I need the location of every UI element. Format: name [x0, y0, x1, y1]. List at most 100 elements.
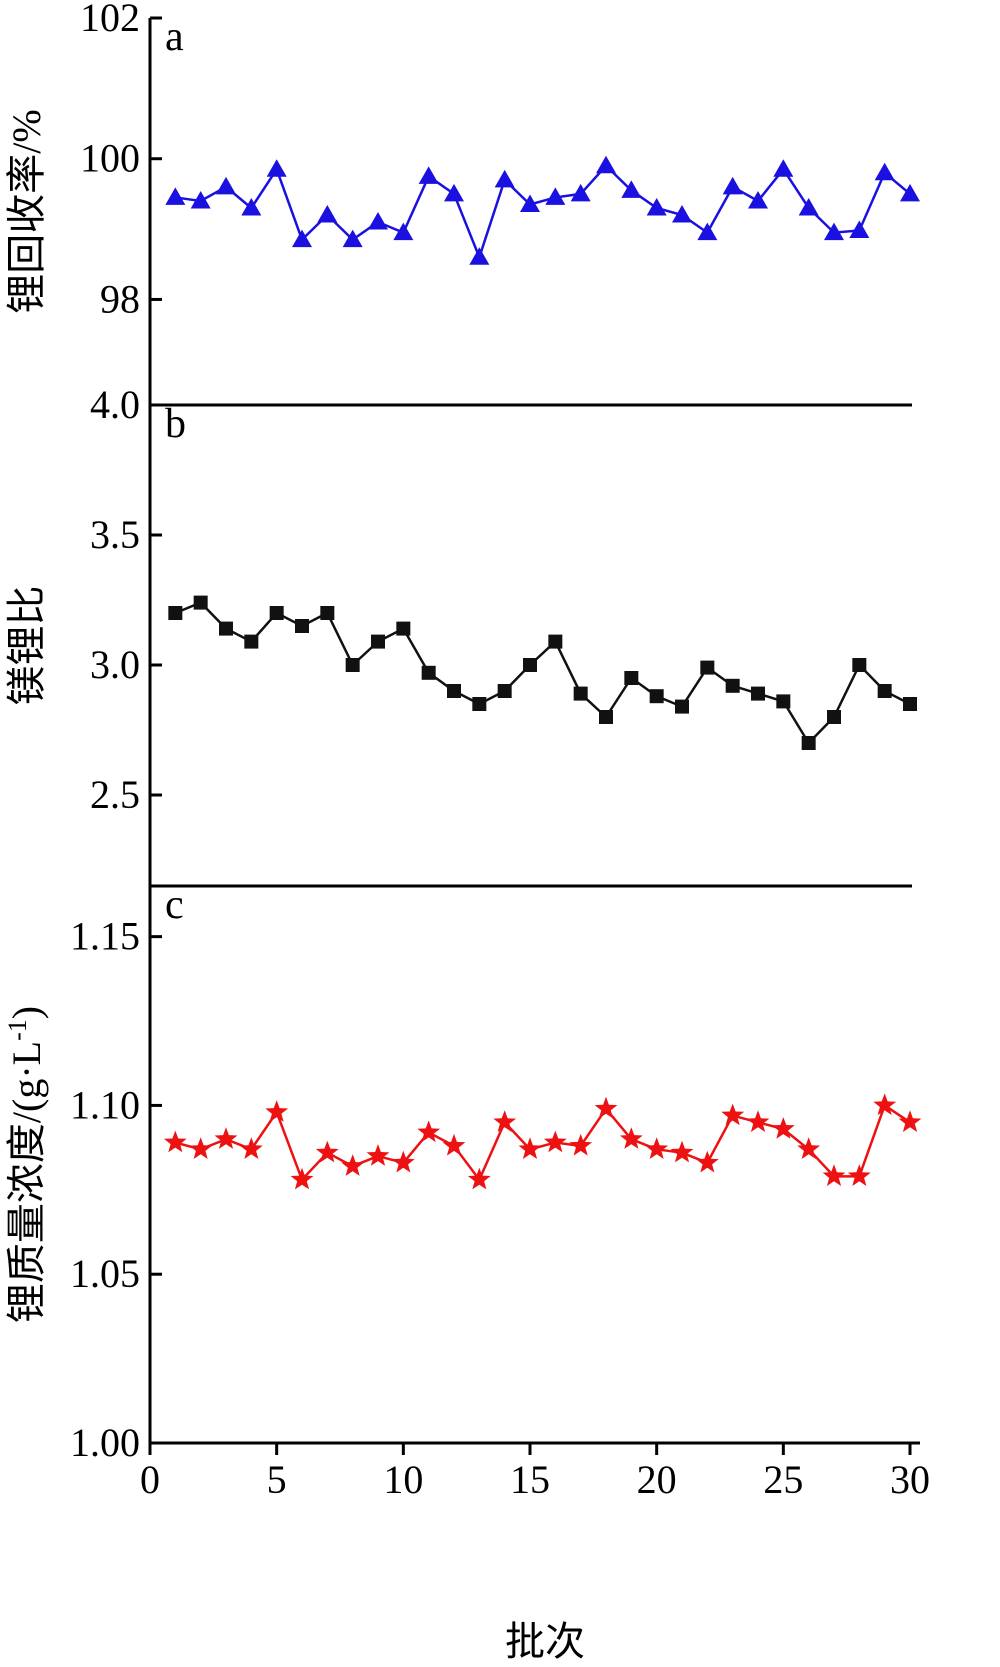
y-tick-label: 102 — [80, 0, 140, 40]
data-point-triangle — [444, 183, 464, 202]
panel-letter: b — [165, 401, 186, 447]
data-point-star — [771, 1117, 795, 1139]
data-point-triangle — [216, 176, 236, 195]
data-point-triangle — [241, 197, 262, 216]
data-point-square — [523, 658, 537, 672]
data-point-triangle — [697, 222, 718, 241]
data-point-square — [675, 699, 689, 714]
data-point-square — [624, 671, 639, 685]
data-point-square — [320, 606, 335, 620]
data-point-star — [163, 1130, 187, 1153]
x-axis-title: 批次 — [505, 1619, 585, 1664]
data-point-square — [776, 694, 791, 709]
x-tick-label: 5 — [267, 1457, 287, 1502]
data-point-star — [366, 1144, 390, 1166]
data-point-triangle — [798, 197, 819, 216]
data-point-triangle — [342, 229, 363, 248]
data-point-triangle — [545, 187, 566, 205]
y-axis-title-end: ) — [4, 1006, 49, 1019]
data-point-star — [493, 1110, 517, 1132]
data-point-star — [746, 1110, 770, 1132]
data-point-triangle — [748, 190, 768, 209]
data-point-star — [797, 1137, 821, 1159]
y-tick-label: 3.0 — [90, 642, 140, 687]
data-point-star — [315, 1140, 339, 1163]
data-point-square — [801, 736, 816, 750]
data-point-triangle — [393, 222, 414, 241]
x-tick-label: 30 — [890, 1457, 930, 1502]
data-point-star — [391, 1150, 415, 1173]
x-tick-label: 15 — [510, 1457, 550, 1502]
data-point-triangle — [190, 190, 211, 209]
y-axis-title-superscript: -1 — [3, 1019, 32, 1041]
data-point-triangle — [773, 159, 794, 177]
data-point-square — [472, 697, 487, 711]
data-point-square — [852, 658, 867, 672]
data-point-star — [290, 1167, 314, 1190]
panel-a: 98 100 102 a 锂回收率/% — [4, 0, 920, 407]
data-point-star — [822, 1164, 846, 1186]
data-point-square — [219, 621, 233, 636]
data-point-square — [421, 665, 436, 680]
data-point-star — [847, 1164, 871, 1186]
data-point-triangle — [469, 247, 490, 265]
data-point-star — [417, 1120, 441, 1143]
data-point-star — [645, 1137, 669, 1159]
data-point-triangle — [849, 220, 870, 238]
y-tick-label: 1.05 — [70, 1251, 140, 1296]
data-point-triangle — [494, 169, 515, 188]
panel-letter: c — [165, 882, 184, 928]
data-point-square — [573, 686, 588, 701]
data-point-square — [827, 710, 841, 724]
data-point-triangle — [570, 183, 591, 202]
x-tick-label: 10 — [383, 1457, 423, 1502]
data-point-triangle — [824, 222, 844, 241]
data-point-triangle — [165, 187, 186, 205]
data-point-square — [244, 634, 259, 649]
data-point-square — [396, 621, 411, 636]
data-point-triangle — [722, 176, 743, 195]
y-axis-title: 锂质量浓度/(g·L-1) — [3, 1006, 50, 1323]
data-point-star — [670, 1140, 694, 1163]
data-point-star — [898, 1110, 922, 1132]
data-point-square — [725, 678, 740, 693]
x-tick-label: 0 — [140, 1457, 160, 1502]
data-point-square — [269, 606, 284, 620]
data-point-triangle — [317, 205, 338, 223]
y-tick-label: 98 — [100, 276, 140, 321]
data-point-triangle — [292, 229, 312, 248]
data-point-triangle — [266, 159, 287, 177]
data-point-star — [619, 1127, 643, 1149]
data-point-square — [447, 684, 461, 698]
data-point-star — [594, 1096, 618, 1119]
y-tick-label: 4.0 — [90, 382, 140, 427]
data-point-square — [751, 686, 765, 701]
data-point-triangle — [418, 166, 439, 184]
y-tick-label: 100 — [80, 136, 140, 181]
panel-letter: a — [165, 14, 184, 60]
y-tick-label: 1.00 — [70, 1420, 140, 1465]
y-tick-label: 1.15 — [70, 914, 140, 959]
x-axis: 0 5 10 15 20 25 30 — [140, 1443, 930, 1502]
data-point-square — [903, 697, 917, 711]
data-point-star — [518, 1137, 542, 1159]
panel-b: 2.5 3.0 3.5 4.0 b 镁锂比 — [4, 382, 917, 888]
data-point-star — [341, 1154, 365, 1176]
data-point-square — [497, 684, 512, 698]
data-point-square — [877, 684, 892, 698]
data-point-star — [189, 1137, 213, 1159]
series-line — [175, 163, 911, 261]
data-point-triangle — [874, 162, 895, 181]
series-line — [175, 1103, 911, 1183]
data-point-star — [239, 1137, 263, 1159]
y-tick-label: 3.5 — [90, 512, 140, 557]
y-tick-label: 2.5 — [90, 772, 140, 817]
data-point-star — [695, 1150, 719, 1173]
series-line — [174, 601, 911, 746]
data-point-triangle — [900, 183, 920, 202]
data-point-triangle — [520, 194, 540, 212]
data-point-square — [371, 634, 385, 649]
data-point-square — [548, 634, 563, 649]
data-point-star — [214, 1127, 238, 1149]
